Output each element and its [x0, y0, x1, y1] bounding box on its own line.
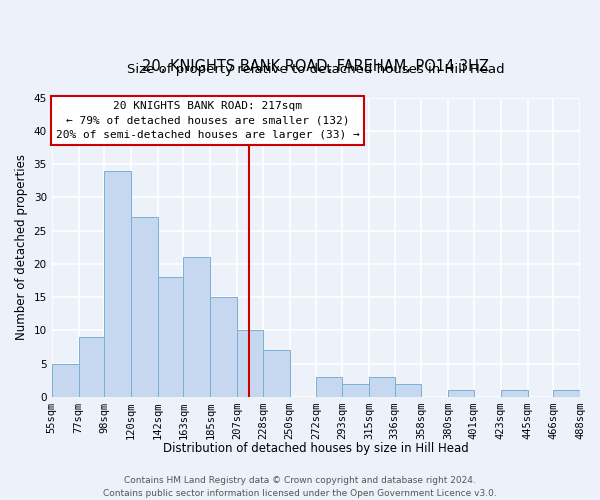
Bar: [52, 364, 79, 397]
Bar: [131, 218, 158, 397]
Bar: [342, 384, 369, 397]
Title: Size of property relative to detached houses in Hill Head: Size of property relative to detached ho…: [127, 62, 505, 76]
X-axis label: Distribution of detached houses by size in Hill Head: Distribution of detached houses by size …: [163, 442, 469, 455]
Y-axis label: Number of detached properties: Number of detached properties: [15, 154, 28, 340]
Bar: [316, 377, 342, 397]
Bar: [553, 390, 580, 397]
Bar: [500, 390, 527, 397]
Bar: [263, 350, 290, 397]
Bar: [395, 384, 421, 397]
Text: Contains HM Land Registry data © Crown copyright and database right 2024.
Contai: Contains HM Land Registry data © Crown c…: [103, 476, 497, 498]
Bar: [448, 390, 474, 397]
Bar: [237, 330, 263, 397]
Bar: [104, 170, 131, 397]
Bar: [79, 337, 104, 397]
Text: 20, KNIGHTS BANK ROAD, FAREHAM, PO14 3HZ: 20, KNIGHTS BANK ROAD, FAREHAM, PO14 3HZ: [142, 58, 490, 74]
Bar: [210, 297, 237, 397]
Bar: [369, 377, 395, 397]
Bar: [184, 257, 210, 397]
Bar: [158, 277, 184, 397]
Text: 20 KNIGHTS BANK ROAD: 217sqm
← 79% of detached houses are smaller (132)
20% of s: 20 KNIGHTS BANK ROAD: 217sqm ← 79% of de…: [56, 100, 359, 140]
